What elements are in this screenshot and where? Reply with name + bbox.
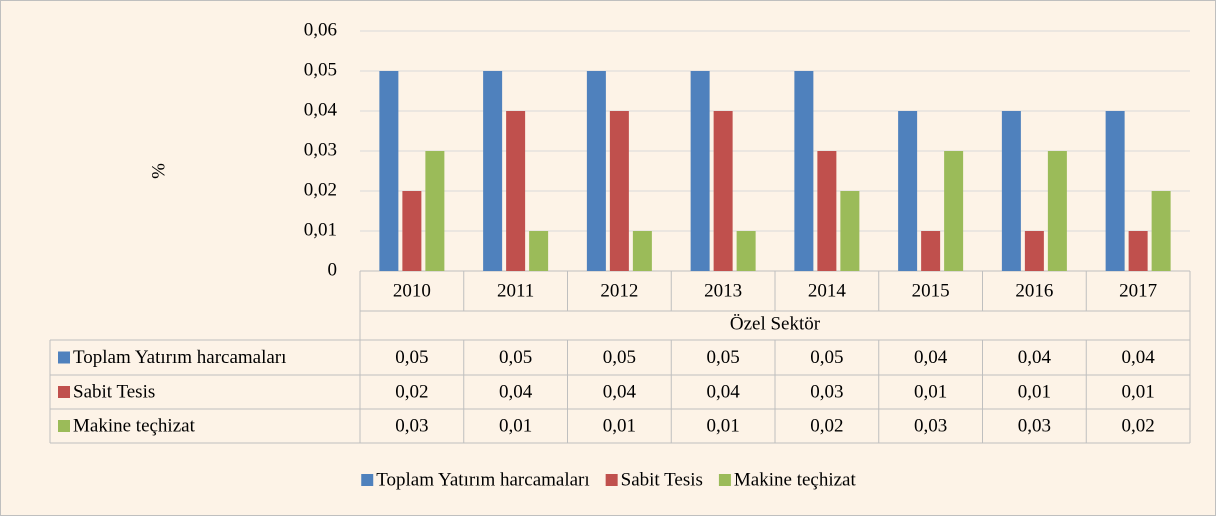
table-cell: 0,04 xyxy=(603,381,637,402)
table-cell: 0,03 xyxy=(395,415,428,436)
table-cell: 0,04 xyxy=(707,381,741,402)
table-cell: 0,02 xyxy=(810,415,843,436)
bar xyxy=(794,71,814,271)
bar xyxy=(529,231,549,271)
table-cell: 0,05 xyxy=(707,347,740,368)
table-cell: 0,02 xyxy=(395,381,428,402)
group-label: Özel Sektör xyxy=(730,313,821,334)
legend-key xyxy=(605,474,618,486)
bar xyxy=(840,191,860,271)
bar xyxy=(713,111,733,271)
table-cell: 0,05 xyxy=(810,347,843,368)
y-axis-label: % xyxy=(148,163,169,179)
bar xyxy=(1128,231,1148,271)
table-cell: 0,01 xyxy=(603,415,636,436)
x-tick-label: 2011 xyxy=(497,280,534,301)
table-cell: 0,05 xyxy=(395,347,428,368)
bar xyxy=(632,231,652,271)
bar xyxy=(736,231,756,271)
table-cell: 0,05 xyxy=(603,347,636,368)
legend-key xyxy=(718,474,731,486)
table-legend-key xyxy=(58,420,70,432)
table-cell: 0,01 xyxy=(1018,381,1051,402)
table-cell: 0,01 xyxy=(499,415,532,436)
x-tick-label: 2010 xyxy=(393,280,431,301)
y-tick-label: 0,02 xyxy=(304,179,337,200)
bar xyxy=(1024,231,1044,271)
table-cell: 0,02 xyxy=(1122,415,1155,436)
table-cell: 0,05 xyxy=(499,347,532,368)
table-cell: 0,04 xyxy=(1018,347,1052,368)
x-tick-label: 2015 xyxy=(912,280,950,301)
table-legend-key xyxy=(58,351,70,364)
table-cell: 0,01 xyxy=(1122,381,1155,402)
bar xyxy=(379,71,399,271)
bar xyxy=(609,111,629,271)
x-tick-label: 2012 xyxy=(600,280,638,301)
bar xyxy=(898,111,918,271)
table-row-header: Sabit Tesis xyxy=(73,381,155,402)
bar xyxy=(1001,111,1021,271)
bar xyxy=(506,111,526,271)
bar xyxy=(483,71,503,271)
bar xyxy=(586,71,606,271)
bar xyxy=(402,191,422,271)
y-tick-label: 0,06 xyxy=(304,19,337,40)
bar xyxy=(944,151,964,271)
legend-label: Toplam Yatırım harcamaları xyxy=(376,469,589,490)
table-cell: 0,04 xyxy=(914,347,948,368)
bar xyxy=(1151,191,1171,271)
bar xyxy=(425,151,445,271)
table-cell: 0,03 xyxy=(1018,415,1051,436)
table-cell: 0,04 xyxy=(499,381,533,402)
bar xyxy=(1047,151,1067,271)
x-tick-label: 2017 xyxy=(1119,280,1157,301)
table-legend-key xyxy=(58,386,70,398)
x-tick-label: 2013 xyxy=(704,280,742,301)
bar xyxy=(690,71,710,271)
table-cell: 0,01 xyxy=(707,415,740,436)
legend-label: Makine teçhizat xyxy=(734,469,857,490)
y-tick-label: 0 xyxy=(328,259,338,280)
x-tick-label: 2016 xyxy=(1015,280,1053,301)
legend-label: Sabit Tesis xyxy=(621,469,703,490)
table-cell: 0,03 xyxy=(810,381,843,402)
y-tick-label: 0,03 xyxy=(304,139,337,160)
x-tick-label: 2014 xyxy=(808,280,847,301)
table-row-header: Toplam Yatırım harcamaları xyxy=(73,347,286,368)
table-cell: 0,01 xyxy=(914,381,947,402)
table-cell: 0,04 xyxy=(1122,347,1156,368)
bar xyxy=(1105,111,1125,271)
table-cell: 0,03 xyxy=(914,415,947,436)
y-tick-label: 0,05 xyxy=(304,59,337,80)
legend-key xyxy=(361,474,374,486)
bar xyxy=(817,151,837,271)
table-row-header: Makine teçhizat xyxy=(73,415,196,436)
y-tick-label: 0,04 xyxy=(304,99,338,120)
y-tick-label: 0,01 xyxy=(304,219,337,240)
bar xyxy=(921,231,941,271)
